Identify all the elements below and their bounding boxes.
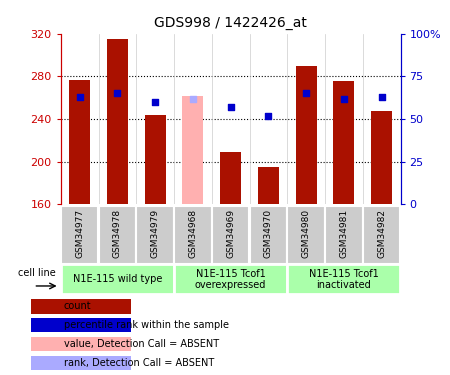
- Point: [152, 99, 159, 105]
- Bar: [31, 337, 130, 351]
- Bar: [174, 264, 287, 294]
- Bar: [61, 264, 174, 294]
- Text: GSM34980: GSM34980: [302, 209, 310, 258]
- Bar: [136, 206, 174, 264]
- Point: [378, 94, 385, 100]
- Text: rank, Detection Call = ABSENT: rank, Detection Call = ABSENT: [64, 358, 214, 368]
- Bar: [99, 206, 136, 264]
- Point: [76, 94, 83, 100]
- Text: N1E-115 Tcof1
inactivated: N1E-115 Tcof1 inactivated: [309, 268, 379, 290]
- Title: GDS998 / 1422426_at: GDS998 / 1422426_at: [154, 16, 307, 30]
- Bar: [363, 206, 400, 264]
- Point: [265, 112, 272, 118]
- Bar: [31, 299, 130, 314]
- Bar: [145, 115, 166, 204]
- Text: cell line: cell line: [18, 268, 56, 278]
- Text: GSM34978: GSM34978: [113, 209, 122, 258]
- Bar: [296, 66, 316, 204]
- Bar: [333, 81, 354, 204]
- Bar: [325, 206, 363, 264]
- Text: N1E-115 wild type: N1E-115 wild type: [73, 274, 162, 284]
- Bar: [250, 206, 287, 264]
- Text: GSM34981: GSM34981: [339, 209, 348, 258]
- Text: GSM34982: GSM34982: [377, 209, 386, 258]
- Point: [189, 96, 197, 102]
- Bar: [69, 80, 90, 204]
- Point: [227, 104, 234, 110]
- Bar: [31, 356, 130, 370]
- Text: GSM34968: GSM34968: [189, 209, 198, 258]
- Bar: [31, 318, 130, 333]
- Bar: [371, 111, 392, 204]
- Bar: [288, 206, 325, 264]
- Bar: [107, 39, 128, 204]
- Bar: [220, 152, 241, 204]
- Text: GSM34977: GSM34977: [75, 209, 84, 258]
- Text: GSM34979: GSM34979: [151, 209, 160, 258]
- Bar: [183, 96, 203, 204]
- Bar: [288, 264, 400, 294]
- Bar: [212, 206, 249, 264]
- Bar: [258, 167, 279, 204]
- Point: [114, 90, 121, 96]
- Text: count: count: [64, 302, 91, 312]
- Bar: [174, 206, 212, 264]
- Text: N1E-115 Tcof1
overexpressed: N1E-115 Tcof1 overexpressed: [195, 268, 266, 290]
- Text: value, Detection Call = ABSENT: value, Detection Call = ABSENT: [64, 339, 219, 349]
- Bar: [61, 206, 98, 264]
- Text: GSM34970: GSM34970: [264, 209, 273, 258]
- Point: [340, 96, 347, 102]
- Point: [302, 90, 310, 96]
- Text: GSM34969: GSM34969: [226, 209, 235, 258]
- Text: percentile rank within the sample: percentile rank within the sample: [64, 320, 229, 330]
